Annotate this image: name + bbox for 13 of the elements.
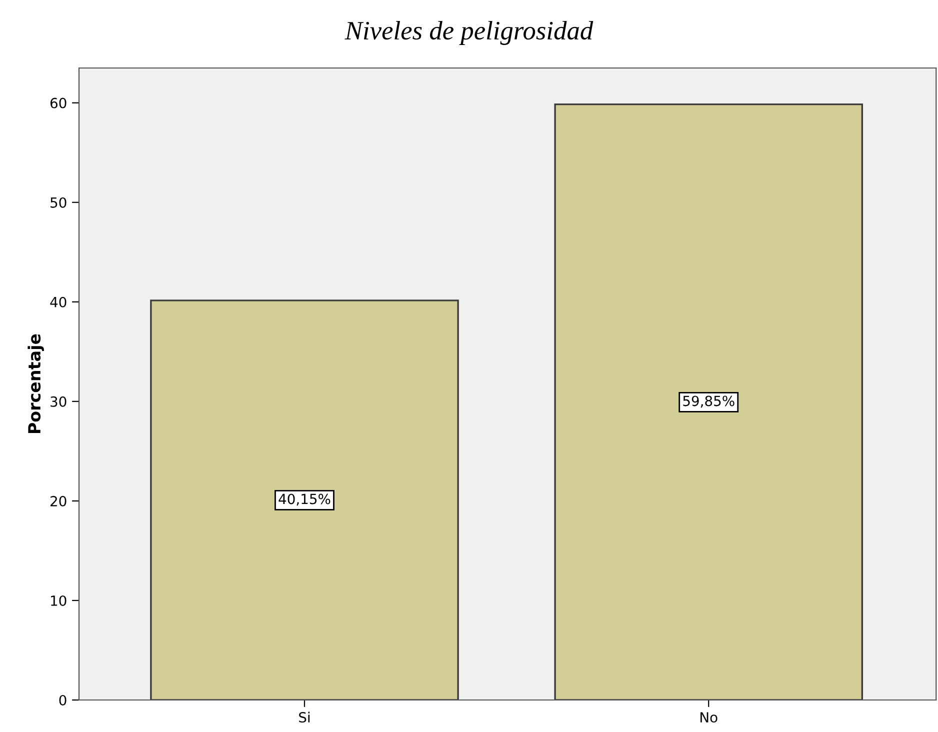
x-tick-label: Si [299,712,310,723]
data-label: 59,85% [683,396,734,408]
y-tick-label: 30 [50,396,66,407]
y-tick-label: 0 [59,694,66,706]
y-tick-label: 10 [51,595,66,606]
chart-title: Niveles de peligrosidad [344,21,594,45]
y-tick-label: 20 [50,496,66,506]
y-axis-title: Porcentaje [28,334,44,434]
y-tick-label: 40 [50,296,66,308]
y-tick-label: 50 [50,197,66,208]
data-label: 40,15% [278,494,330,506]
y-tick-label: 60 [50,98,66,108]
x-tick-label: No [700,712,718,723]
